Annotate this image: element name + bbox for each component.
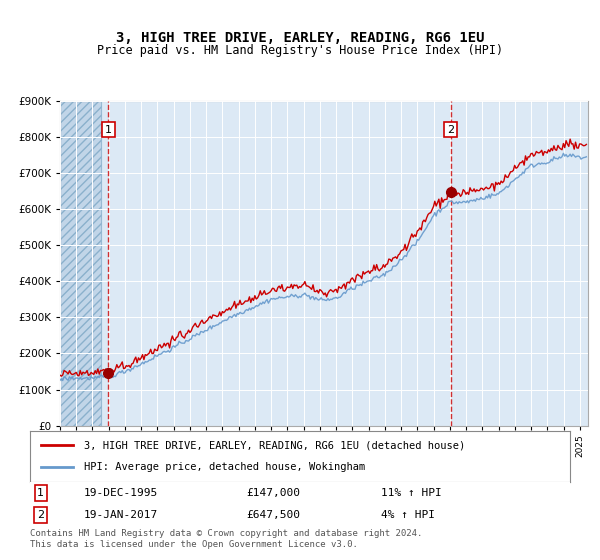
Text: 2: 2 [37, 510, 44, 520]
Text: 3, HIGH TREE DRIVE, EARLEY, READING, RG6 1EU (detached house): 3, HIGH TREE DRIVE, EARLEY, READING, RG6… [84, 440, 465, 450]
Text: Price paid vs. HM Land Registry's House Price Index (HPI): Price paid vs. HM Land Registry's House … [97, 44, 503, 57]
Bar [60, 101, 101, 426]
Text: 11% ↑ HPI: 11% ↑ HPI [381, 488, 442, 498]
Text: 3, HIGH TREE DRIVE, EARLEY, READING, RG6 1EU: 3, HIGH TREE DRIVE, EARLEY, READING, RG6… [116, 31, 484, 45]
Text: 1: 1 [37, 488, 44, 498]
Bar [60, 101, 101, 426]
Text: 1: 1 [105, 125, 112, 134]
Text: 2: 2 [447, 125, 454, 134]
Text: £147,000: £147,000 [246, 488, 300, 498]
Text: 4% ↑ HPI: 4% ↑ HPI [381, 510, 435, 520]
Text: Contains HM Land Registry data © Crown copyright and database right 2024.
This d: Contains HM Land Registry data © Crown c… [30, 529, 422, 549]
Text: 19-JAN-2017: 19-JAN-2017 [84, 510, 158, 520]
Text: 19-DEC-1995: 19-DEC-1995 [84, 488, 158, 498]
Text: £647,500: £647,500 [246, 510, 300, 520]
Text: HPI: Average price, detached house, Wokingham: HPI: Average price, detached house, Woki… [84, 463, 365, 473]
